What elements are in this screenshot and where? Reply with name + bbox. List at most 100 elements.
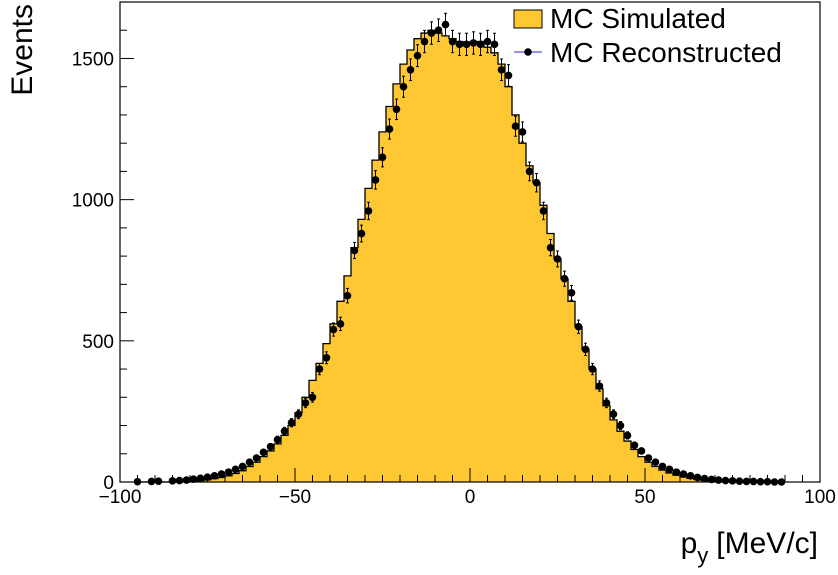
marker (217, 470, 226, 478)
marker (532, 178, 541, 187)
data-point (574, 319, 583, 334)
marker (707, 475, 716, 484)
marker (448, 37, 457, 46)
marker (329, 325, 338, 334)
marker (224, 468, 233, 476)
data-point (511, 115, 520, 137)
data-point (308, 391, 317, 403)
marker (189, 475, 198, 483)
data-point (525, 161, 534, 182)
marker (280, 427, 289, 435)
marker (483, 37, 492, 46)
legend-entry-reconstructed: MC Reconstructed (514, 37, 782, 68)
data-point (700, 474, 709, 483)
data-point (217, 470, 226, 478)
marker (231, 465, 240, 474)
marker (595, 382, 604, 390)
data-point (462, 32, 471, 56)
marker (392, 105, 401, 114)
marker (651, 458, 660, 467)
marker (574, 322, 583, 331)
y-tick-label: 500 (82, 332, 114, 353)
data-point (616, 421, 625, 431)
data-point (567, 285, 576, 301)
data-point (483, 29, 492, 54)
x-tick-label: −100 (99, 487, 142, 508)
data-point (686, 471, 695, 480)
data-point (735, 477, 744, 485)
marker (469, 39, 478, 47)
y-tick-label: 1000 (72, 191, 114, 212)
data-point (532, 173, 541, 193)
marker (644, 454, 653, 462)
data-point (196, 474, 205, 483)
marker (266, 442, 275, 451)
marker (490, 40, 499, 49)
legend-marker-reconstructed (524, 48, 532, 56)
data-point (672, 468, 681, 476)
data-point (175, 476, 184, 485)
marker (399, 82, 408, 91)
data-point (364, 201, 373, 221)
legend: MC Simulated MC Reconstructed (513, 3, 782, 68)
marker (322, 353, 331, 362)
x-tick-label: 0 (465, 487, 476, 508)
data-point (413, 44, 422, 68)
legend-entry-simulated: MC Simulated (513, 3, 726, 34)
data-point (154, 477, 163, 485)
data-point (560, 270, 569, 287)
data-point (294, 409, 303, 420)
marker (616, 421, 625, 430)
marker (245, 458, 254, 467)
marker (427, 29, 436, 37)
marker (658, 462, 667, 471)
simulated-histogram (134, 29, 764, 483)
data-point (210, 471, 219, 480)
x-axis-title-unit: [MeV/c] (716, 527, 818, 560)
marker (182, 476, 191, 484)
marker (308, 393, 317, 402)
marker (455, 40, 464, 49)
data-point (329, 322, 338, 337)
data-point (231, 465, 240, 474)
marker (252, 454, 261, 462)
marker (350, 246, 359, 255)
y-axis-title: Events (6, 4, 39, 96)
data-point (420, 29, 429, 54)
data-point (252, 454, 261, 462)
data-point (189, 475, 198, 483)
data-point (357, 224, 366, 243)
data-point (623, 431, 632, 440)
data-point (602, 397, 611, 409)
data-point (287, 418, 296, 428)
marker (462, 40, 471, 49)
marker (378, 153, 387, 162)
marker (567, 289, 576, 297)
data-point (476, 32, 485, 56)
histogram-area (134, 29, 764, 483)
marker (672, 468, 681, 476)
y-tick-label: 1500 (72, 49, 114, 70)
marker (700, 474, 709, 483)
data-point (322, 351, 331, 365)
data-point (546, 239, 555, 257)
data-point (224, 468, 233, 476)
legend-swatch-simulated (513, 9, 543, 29)
marker (525, 167, 534, 176)
marker (154, 477, 163, 485)
legend-label-simulated: MC Simulated (550, 3, 726, 34)
data-point (266, 442, 275, 451)
data-point (336, 316, 345, 332)
marker (553, 255, 562, 263)
data-point (406, 58, 415, 82)
marker (602, 399, 611, 407)
data-point (714, 476, 723, 484)
data-point (665, 465, 674, 474)
legend-label-reconstructed: MC Reconstructed (550, 37, 782, 68)
marker (637, 447, 646, 455)
marker (413, 51, 422, 60)
marker (497, 65, 506, 74)
data-point (518, 121, 527, 143)
data-point (707, 475, 716, 484)
data-point (651, 458, 660, 467)
